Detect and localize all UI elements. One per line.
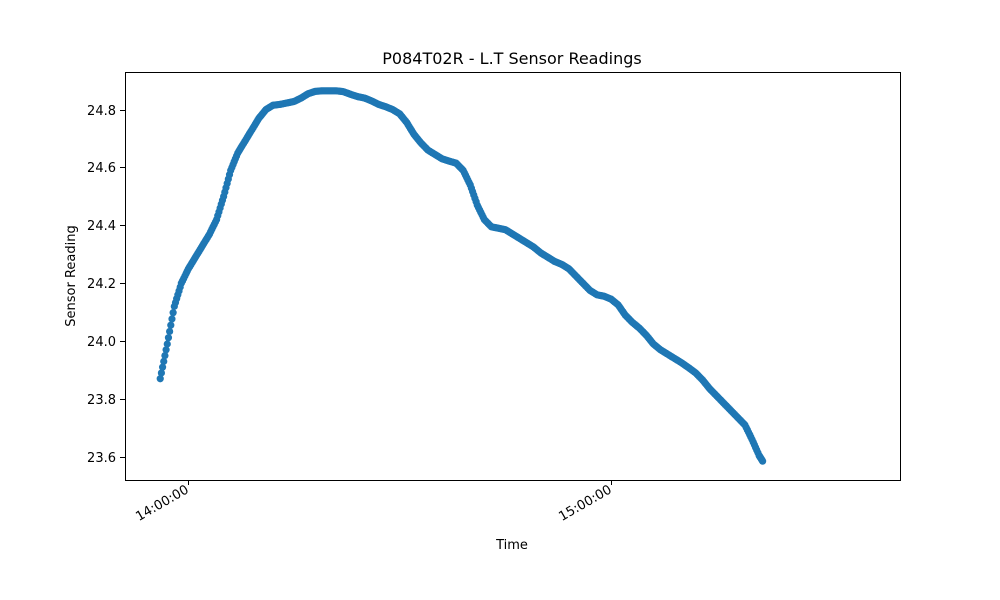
data-point (759, 457, 767, 465)
data-point (167, 321, 175, 329)
data-point (166, 327, 174, 336)
y-tick-label: 24.8 (87, 104, 116, 119)
data-point (169, 309, 177, 317)
data-point (168, 315, 176, 323)
y-tick-label: 24.2 (87, 277, 116, 292)
y-axis-label: Sensor Reading (64, 225, 79, 326)
x-axis: 14:00:00 15:00:00 (133, 480, 615, 525)
y-tick-label: 24.6 (87, 161, 116, 176)
y-tick-label: 24.4 (87, 219, 116, 234)
chart-title: P084T02R - L.T Sensor Readings (382, 49, 641, 68)
data-point (156, 375, 164, 383)
plot-frame (125, 72, 901, 481)
y-axis: 23.6 23.8 24.0 24.2 24.4 24.6 24.8 (87, 104, 125, 466)
y-tick-label: 23.6 (87, 451, 116, 466)
data-point (161, 351, 169, 360)
x-tick-label: 14:00:00 (133, 482, 191, 524)
data-points (156, 87, 767, 465)
x-tick-label: 15:00:00 (556, 482, 614, 524)
data-point (162, 346, 170, 354)
data-point (164, 334, 173, 342)
data-point (160, 357, 168, 365)
x-axis-label: Time (495, 538, 528, 553)
y-tick-label: 24.0 (87, 335, 116, 350)
y-tick-label: 23.8 (87, 393, 116, 408)
data-point (163, 340, 171, 348)
data-point (158, 363, 167, 371)
data-point (157, 369, 165, 377)
